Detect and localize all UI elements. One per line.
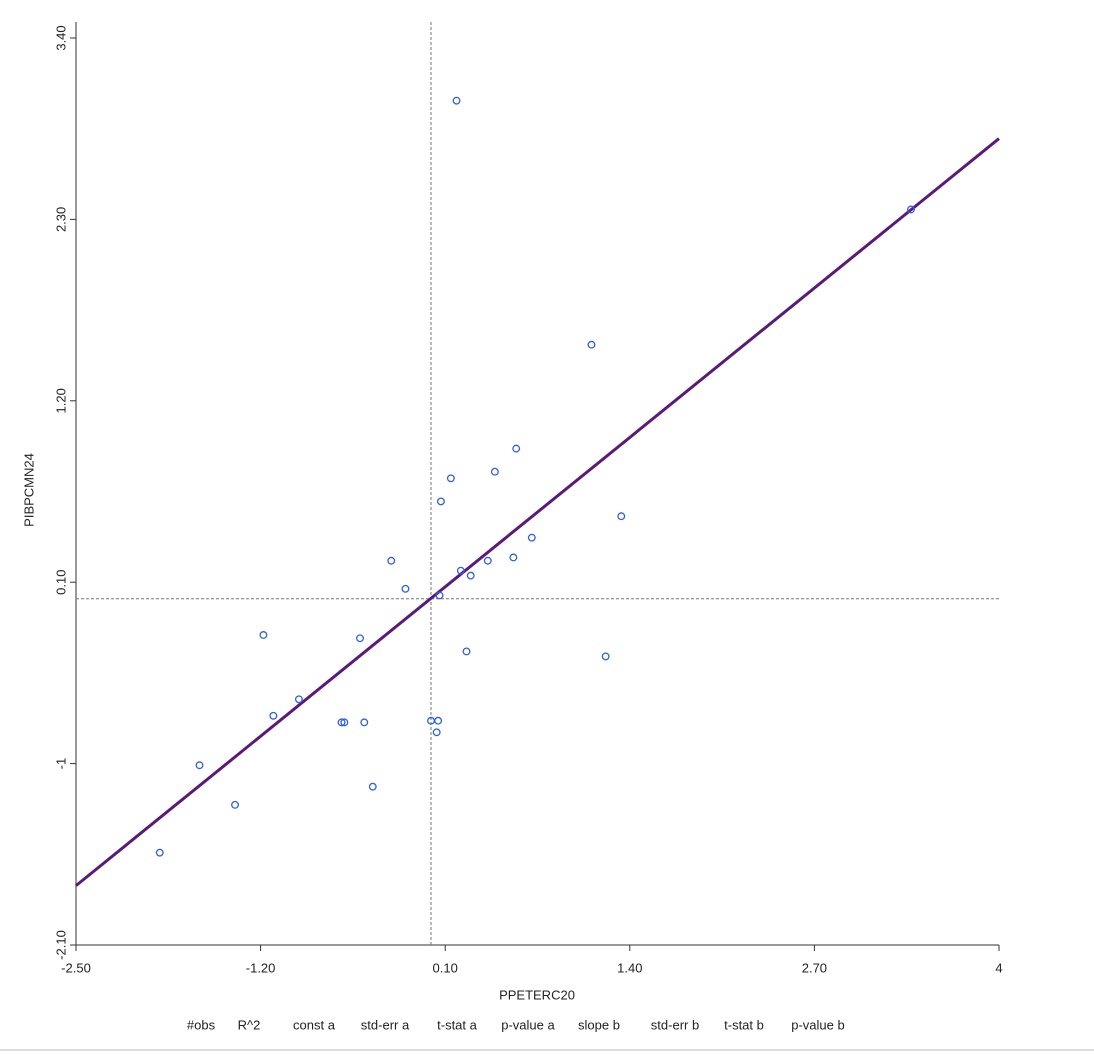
- point: [462, 647, 471, 656]
- point: [483, 556, 492, 565]
- point: [356, 634, 364, 643]
- table-header: const a: [293, 1017, 336, 1032]
- y-tick-label: 3.40: [53, 25, 68, 50]
- point: [231, 800, 239, 809]
- y-tick-label: -2.10: [53, 930, 68, 960]
- point: [490, 467, 499, 476]
- point: [435, 591, 444, 600]
- x-tick-label: -2.50: [61, 960, 91, 975]
- point: [434, 716, 443, 725]
- x-tick-label: 2.70: [802, 960, 827, 975]
- point: [456, 566, 465, 575]
- point: [436, 497, 445, 506]
- table-header: slope b: [578, 1017, 620, 1032]
- point: [337, 718, 346, 727]
- table-header: p-value a: [501, 1017, 555, 1032]
- y-tick-label: 0.10: [53, 570, 68, 595]
- point: [452, 96, 461, 105]
- point: [368, 782, 377, 791]
- table-header: std-err b: [651, 1017, 699, 1032]
- table-header: t-stat a: [437, 1017, 478, 1032]
- table-header: #obs: [187, 1017, 216, 1032]
- table-header: R^2: [238, 1017, 261, 1032]
- point: [512, 444, 521, 453]
- point: [509, 553, 518, 562]
- point: [907, 205, 915, 214]
- x-tick-label: -1.20: [246, 960, 276, 975]
- x-tick-label: 1.40: [617, 960, 642, 975]
- y-tick-label: -1: [53, 758, 68, 770]
- table-header: std-err a: [361, 1017, 410, 1032]
- point: [294, 695, 303, 704]
- y-tick-label: 2.30: [53, 207, 68, 232]
- x-tick-label: 4: [995, 960, 1002, 975]
- regression-line: [75, 137, 1000, 887]
- point: [269, 711, 278, 720]
- point: [360, 718, 369, 727]
- point: [401, 584, 410, 593]
- point: [617, 512, 626, 521]
- table-header: t-stat b: [724, 1017, 764, 1032]
- point: [387, 556, 396, 565]
- y-axis-label: PIBPCMN24: [21, 453, 36, 527]
- point: [340, 718, 349, 727]
- point: [527, 533, 536, 542]
- table-header: p-value b: [791, 1017, 844, 1032]
- point: [601, 652, 610, 661]
- point: [195, 761, 204, 770]
- point: [587, 340, 596, 349]
- point: [446, 474, 455, 483]
- point: [432, 728, 441, 737]
- x-tick-label: 0.10: [433, 960, 458, 975]
- y-tick-label: 1.20: [53, 388, 68, 413]
- x-axis-label: PPETERC20: [499, 987, 575, 1002]
- point: [466, 571, 475, 580]
- point: [155, 848, 164, 857]
- point: [259, 631, 268, 639]
